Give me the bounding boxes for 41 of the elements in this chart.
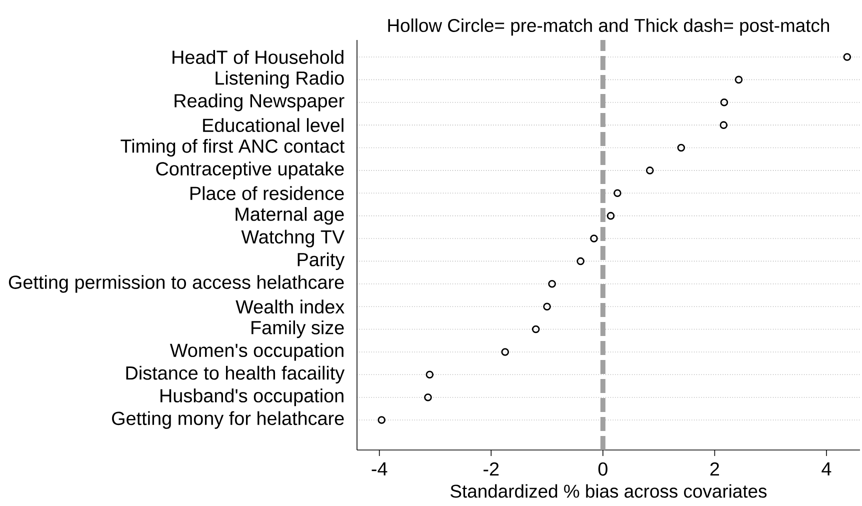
y-tick-label: Educational level <box>203 118 344 132</box>
point <box>734 76 743 84</box>
y-tick-label: Timing of first ANC contact <box>120 138 345 157</box>
y-tick-label: Place of residence <box>190 186 344 200</box>
y-tick-label: Maternal age <box>236 207 344 225</box>
point <box>378 416 386 424</box>
point <box>606 212 615 220</box>
y-tick-label: Listening Radio <box>216 70 344 89</box>
point <box>720 98 728 106</box>
y-tick-label: Family size <box>252 320 344 338</box>
point <box>720 121 728 129</box>
y-tick-label: HeadT of Household <box>172 50 344 64</box>
point <box>590 234 598 242</box>
point <box>646 166 654 174</box>
chart-title: Hollow Circle= pre-match and Thick dash= post-match <box>388 18 830 36</box>
point <box>424 393 432 402</box>
point <box>576 257 584 266</box>
x-tick-label: 4 <box>822 462 832 476</box>
y-tick-label: Women's occupation <box>170 343 344 361</box>
y-tick-label: Distance to health facaility <box>126 366 345 384</box>
y-tick-label: Husband's occupation <box>160 388 344 406</box>
y-tick-label: Reading Newspaper <box>174 94 344 112</box>
x-tick-label: 2 <box>710 462 720 476</box>
y-tick-label: Wealth index <box>236 300 344 314</box>
point <box>614 189 622 198</box>
y-tick-label: Contraceptive upatake <box>156 162 344 180</box>
x-tick-label: -4 <box>372 462 388 476</box>
point <box>548 280 556 288</box>
x-tick-label: -2 <box>484 462 499 476</box>
point <box>501 348 510 356</box>
point <box>677 144 686 152</box>
point <box>543 302 551 310</box>
y-tick-label: Getting permission to access helathcare <box>8 275 344 293</box>
y-tick-label: Parity <box>298 252 345 270</box>
y-tick-label: Getting mony for helathcare <box>112 411 344 429</box>
x-tick-label: 0 <box>598 462 608 476</box>
y-tick-label: Watchng TV <box>241 230 345 248</box>
point <box>843 53 852 61</box>
x-axis-title: Standardized % bias across covariates <box>450 484 767 498</box>
point <box>532 325 540 334</box>
point <box>426 370 434 379</box>
